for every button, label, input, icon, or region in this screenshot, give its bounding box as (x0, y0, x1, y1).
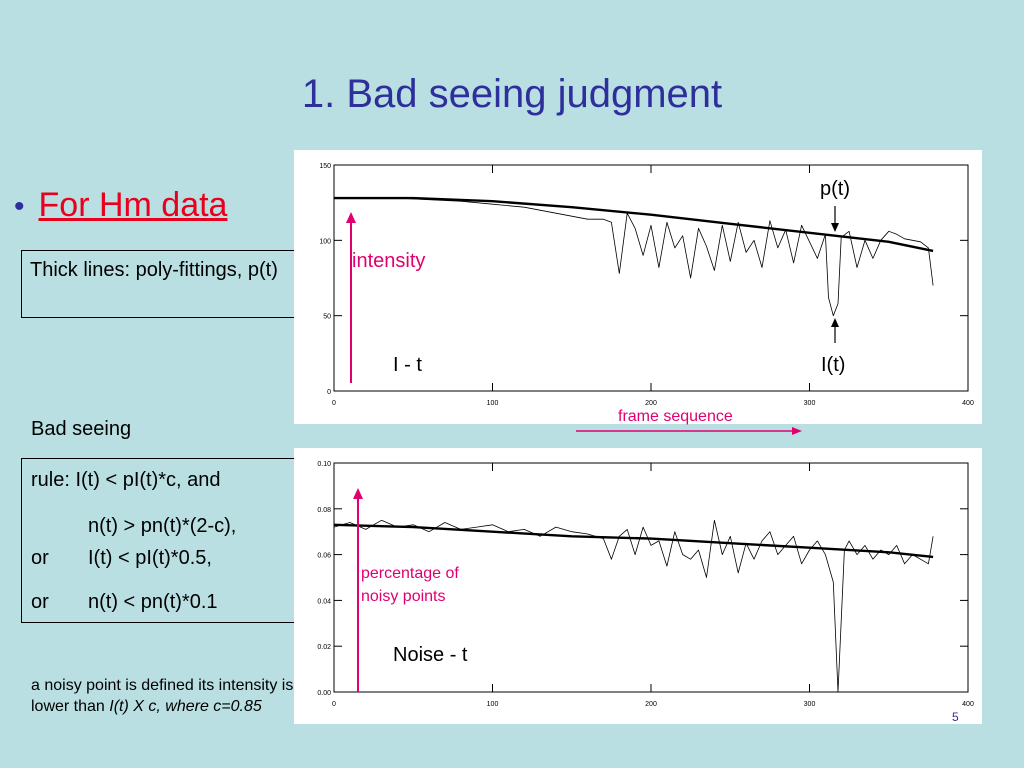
y-tick-label: 0.00 (317, 690, 331, 697)
y-tick-label: 100 (319, 238, 331, 245)
rule-line-4: n(t) < pn(t)*0.1 (88, 591, 218, 613)
slide-title: 1. Bad seeing judgment (301, 72, 723, 116)
rule-line-3: I(t) < pI(t)*0.5, (88, 547, 212, 569)
y-tick-label: 0.08 (317, 507, 331, 514)
data-line (334, 197, 934, 317)
fit-note-text: Thick lines: poly-fittings, p(t) (30, 259, 278, 281)
x-tick-label: 400 (962, 701, 974, 708)
frame-sequence-arrow (576, 427, 802, 435)
fit-note-box: Thick lines: poly-fittings, p(t) (21, 250, 317, 318)
y-tick-label: 0.10 (317, 461, 331, 468)
intensity-label: intensity (352, 250, 426, 272)
intensity-chart-svg: 0 100 200 300 400 0 50 100 150 (319, 163, 974, 407)
noise-plot: 0 100 200 300 400 0.00 0.02 0.04 0.06 0.08 0.10 pe… (294, 448, 982, 724)
y-tick-label: 150 (319, 163, 331, 170)
I-t-arrow-head (831, 318, 839, 327)
percentage-arrow-head (353, 488, 363, 499)
x-tick-label: 400 (962, 400, 974, 407)
rule-box: rule: I(t) < pI(t)*c, and n(t) > pn(t)*(… (21, 458, 295, 623)
x-tick-label: 100 (487, 400, 499, 407)
x-tick-label: 300 (804, 400, 816, 407)
rule-line-2: n(t) > pn(t)*(2-c), (88, 515, 237, 537)
noisy-point-note: a noisy point is defined its intensity i… (31, 675, 301, 717)
noise-t-label: Noise - t (393, 644, 468, 666)
intensity-plot: 0 100 200 300 400 0 50 100 150 intensity I - t p… (294, 150, 982, 424)
bad-seeing-heading: Bad seeing (31, 418, 132, 440)
x-tick-label: 100 (487, 701, 499, 708)
y-tick-label: 0.02 (317, 644, 331, 651)
y-tick-label: 0 (327, 389, 331, 396)
percentage-label-line2: noisy points (361, 588, 446, 606)
I-t-label: I(t) (821, 354, 846, 376)
bullet-dot-icon: • (14, 190, 25, 223)
rule-or-2: or (31, 591, 49, 613)
bullet-item: • For Hm data (14, 186, 227, 225)
rule-line-1: rule: I(t) < pI(t)*c, and (31, 469, 221, 491)
note-text: a noisy point is defined its intensity i… (31, 677, 294, 716)
x-tick-label: 300 (804, 701, 816, 708)
x-tick-label: 0 (332, 400, 336, 407)
i-t-label: I - t (393, 354, 422, 376)
slide-number: 5 (952, 710, 959, 724)
p-t-arrow-head (831, 223, 839, 232)
data-line (333, 519, 934, 693)
y-tick-label: 50 (323, 314, 331, 321)
note-italic: I(t) X c, where c=0.85 (109, 698, 262, 716)
x-tick-label: 200 (645, 400, 657, 407)
fit-line (334, 196, 934, 253)
bullet-link[interactable]: For Hm data (38, 186, 228, 224)
percentage-label: percentage of noisy points (361, 562, 459, 608)
rule-or-1: or (31, 547, 49, 569)
x-tick-label: 0 (332, 701, 336, 708)
y-tick-label: 0.04 (317, 598, 331, 605)
intensity-arrow-head (346, 212, 356, 223)
noise-chart-svg: 0 100 200 300 400 0.00 0.02 0.04 0.06 0.08 0.10 (317, 461, 974, 708)
fit-line (333, 523, 934, 559)
p-t-label: p(t) (820, 178, 850, 200)
percentage-label-line1: percentage of (361, 565, 459, 582)
y-tick-label: 0.06 (317, 553, 331, 560)
x-tick-label: 200 (645, 701, 657, 708)
frame-sequence-label: frame sequence (618, 408, 733, 425)
